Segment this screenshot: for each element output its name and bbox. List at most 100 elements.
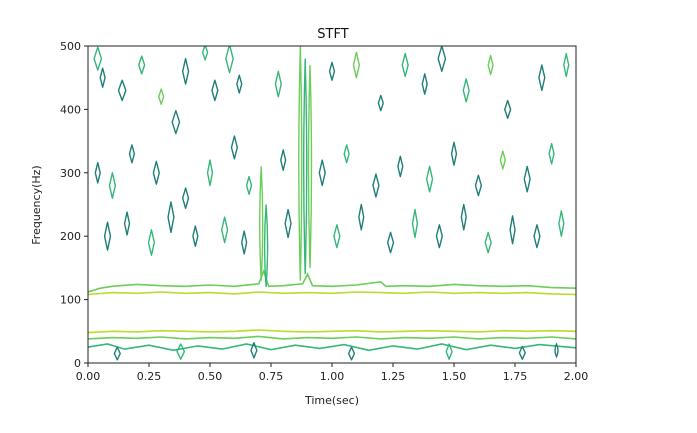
y-tick-label: 0: [74, 357, 81, 370]
x-tick-label: 0.25: [137, 370, 162, 383]
contour-blob-43: [123, 211, 131, 236]
x-tick-label: 1.25: [381, 370, 406, 383]
y-tick-label: 500: [60, 40, 81, 53]
contour-blob-0: [93, 46, 103, 71]
contour-blob-1: [99, 67, 106, 88]
y-tick-label: 400: [60, 103, 81, 116]
contour-blob-17: [437, 46, 447, 73]
contour-streak-2: [298, 46, 303, 281]
contour-blob-26: [152, 160, 160, 185]
contour-blob-54: [435, 224, 443, 249]
contour-blob-19: [487, 54, 494, 76]
contour-blob-59: [558, 210, 565, 237]
contour-blob-20: [504, 99, 512, 119]
contour-blob-3: [138, 55, 146, 75]
contour-streak-1: [263, 204, 269, 287]
contour-streak-3: [303, 58, 308, 275]
contour-blob-48: [241, 230, 248, 255]
contour-blob-57: [509, 215, 516, 245]
y-axis-label: Frequency(Hz): [30, 165, 43, 244]
x-axis: 0.00 0.25 0.50 0.75 1.00 1.25 1.50 1.75 2.00: [76, 363, 589, 383]
contour-blob-33: [343, 144, 350, 164]
contour-blob-4: [158, 88, 165, 106]
contour-streak-0: [259, 166, 264, 281]
contour-blob-49: [284, 208, 292, 239]
contour-band-3: [88, 335, 576, 340]
contour-blob-13: [352, 51, 361, 79]
contour-band-2: [88, 329, 576, 334]
x-tick-label: 1.75: [503, 370, 528, 383]
contour-band-4: [88, 343, 576, 352]
contour-blob-61: [176, 343, 186, 360]
contour-blob-21: [538, 64, 546, 92]
x-tick-label: 0.00: [76, 370, 101, 383]
x-tick-label: 1.50: [442, 370, 467, 383]
contour-blob-45: [167, 201, 175, 234]
contour-blob-12: [328, 61, 336, 81]
contour-blob-51: [358, 203, 365, 231]
contour-blob-23: [94, 161, 101, 184]
contour-blob-7: [201, 46, 209, 61]
contour-blob-35: [397, 155, 404, 178]
contour-blob-40: [523, 165, 531, 193]
contour-blob-2: [117, 79, 127, 102]
contour-blob-44: [147, 229, 156, 256]
contour-layer: [88, 46, 576, 361]
contour-blob-9: [225, 46, 234, 74]
contour-blob-25: [128, 144, 136, 164]
contour-band-0: [88, 268, 576, 293]
contour-blob-60: [113, 346, 121, 361]
contour-blob-65: [518, 345, 526, 360]
contour-blob-36: [425, 165, 434, 193]
contour-blob-46: [192, 225, 199, 248]
y-tick-label: 300: [60, 167, 81, 180]
chart-title: STFT: [317, 27, 348, 42]
contour-blob-56: [484, 231, 492, 254]
contour-blob-62: [250, 342, 258, 359]
x-tick-label: 0.75: [259, 370, 284, 383]
contour-blob-5: [171, 109, 181, 135]
contour-blob-6: [181, 57, 190, 85]
contour-blob-28: [206, 159, 214, 187]
x-tick-label: 1.00: [320, 370, 345, 383]
x-axis-label: Time(sec): [304, 394, 359, 407]
y-axis: 0 100 200 300 400 500: [60, 40, 88, 370]
contour-blob-22: [563, 52, 570, 78]
contour-blob-42: [103, 221, 112, 251]
y-tick-label: 100: [60, 294, 81, 307]
contour-blob-34: [372, 173, 380, 198]
contour-streak-4: [307, 64, 313, 268]
contour-blob-38: [474, 174, 483, 197]
contour-blob-53: [411, 208, 419, 239]
contour-blob-41: [548, 142, 555, 165]
contour-blob-31: [280, 149, 287, 171]
contour-blob-64: [445, 343, 453, 360]
y-tick-label: 200: [60, 230, 81, 243]
x-tick-label: 2.00: [564, 370, 589, 383]
contour-blob-18: [462, 78, 470, 103]
contour-blob-63: [347, 346, 356, 361]
contour-blob-50: [333, 224, 341, 249]
contour-streak-5: [554, 342, 559, 359]
contour-blob-32: [318, 159, 326, 187]
contour-band-1: [88, 291, 576, 296]
contour-blob-14: [377, 94, 384, 112]
contour-blob-47: [221, 216, 229, 244]
contour-blob-27: [181, 187, 190, 210]
contour-blob-39: [499, 150, 506, 170]
contour-blob-24: [108, 172, 117, 199]
contour-blob-11: [274, 70, 282, 98]
contour-blob-30: [245, 175, 253, 196]
contour-blob-55: [460, 203, 467, 231]
contour-blob-16: [421, 73, 428, 95]
contour-blob-52: [386, 231, 395, 254]
contour-blob-15: [401, 52, 409, 78]
contour-blob-58: [533, 224, 541, 249]
x-tick-label: 0.50: [198, 370, 223, 383]
contour-blob-8: [211, 79, 219, 102]
contour-blob-37: [450, 141, 458, 166]
contour-blob-10: [236, 74, 243, 94]
contour-blob-29: [230, 135, 239, 160]
